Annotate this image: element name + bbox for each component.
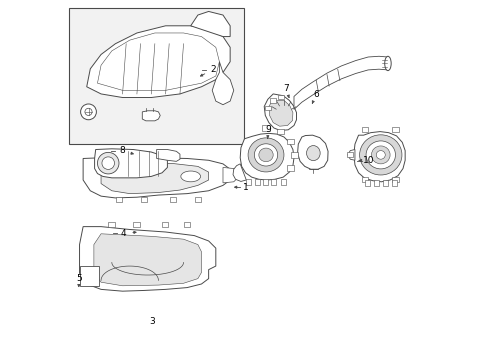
Bar xyxy=(391,180,396,186)
Text: 2: 2 xyxy=(210,65,215,74)
Bar xyxy=(133,222,140,227)
Bar xyxy=(286,139,294,144)
Bar xyxy=(286,166,294,171)
Text: 7: 7 xyxy=(282,84,288,93)
Polygon shape xyxy=(80,226,215,291)
Bar xyxy=(116,197,122,202)
Bar xyxy=(383,180,387,186)
Polygon shape xyxy=(190,12,230,37)
Bar xyxy=(262,125,269,131)
Polygon shape xyxy=(353,132,405,182)
Text: 4: 4 xyxy=(121,229,126,238)
Polygon shape xyxy=(212,62,233,105)
Bar xyxy=(183,222,190,227)
Ellipse shape xyxy=(366,141,395,169)
Bar xyxy=(278,95,283,99)
Ellipse shape xyxy=(102,157,114,170)
Bar xyxy=(245,179,250,185)
Text: 1: 1 xyxy=(243,183,249,192)
Text: 10: 10 xyxy=(362,157,373,166)
Ellipse shape xyxy=(376,150,385,159)
Polygon shape xyxy=(86,26,230,98)
Bar xyxy=(276,129,284,135)
Bar xyxy=(264,105,270,110)
Ellipse shape xyxy=(97,152,119,174)
Polygon shape xyxy=(83,157,230,198)
Polygon shape xyxy=(268,100,292,126)
Polygon shape xyxy=(293,56,387,109)
Ellipse shape xyxy=(247,138,284,172)
Text: 9: 9 xyxy=(264,125,270,134)
Bar xyxy=(271,179,276,185)
Polygon shape xyxy=(240,134,293,180)
Bar xyxy=(365,180,369,186)
Bar xyxy=(392,127,398,132)
Polygon shape xyxy=(94,149,167,178)
Polygon shape xyxy=(347,149,354,160)
Ellipse shape xyxy=(359,135,401,175)
Circle shape xyxy=(85,108,92,116)
Text: 5: 5 xyxy=(76,274,81,283)
Text: 8: 8 xyxy=(119,146,124,155)
Bar xyxy=(262,179,267,185)
Bar xyxy=(290,152,298,158)
Polygon shape xyxy=(233,164,246,181)
Bar xyxy=(361,177,367,182)
Bar xyxy=(162,222,168,227)
Polygon shape xyxy=(156,149,180,161)
Ellipse shape xyxy=(254,144,277,166)
Polygon shape xyxy=(264,94,296,131)
Bar xyxy=(373,180,379,186)
Polygon shape xyxy=(142,111,160,121)
Polygon shape xyxy=(94,234,201,286)
Bar xyxy=(254,179,259,185)
Bar xyxy=(280,179,285,185)
Bar xyxy=(108,222,115,227)
Text: 3: 3 xyxy=(149,317,155,326)
Ellipse shape xyxy=(371,146,389,164)
Ellipse shape xyxy=(384,56,390,71)
Polygon shape xyxy=(223,167,237,183)
Bar xyxy=(269,98,275,103)
Bar xyxy=(195,197,201,202)
Circle shape xyxy=(81,104,96,120)
Bar xyxy=(392,177,398,182)
Bar xyxy=(169,197,175,202)
Bar xyxy=(361,127,367,132)
Bar xyxy=(141,197,147,202)
Ellipse shape xyxy=(181,171,200,182)
Bar xyxy=(346,152,352,157)
Bar xyxy=(69,8,244,144)
Text: 6: 6 xyxy=(313,90,319,99)
Ellipse shape xyxy=(306,145,320,161)
Ellipse shape xyxy=(258,148,273,162)
Bar xyxy=(80,266,99,286)
Polygon shape xyxy=(297,135,327,169)
Polygon shape xyxy=(101,163,208,194)
